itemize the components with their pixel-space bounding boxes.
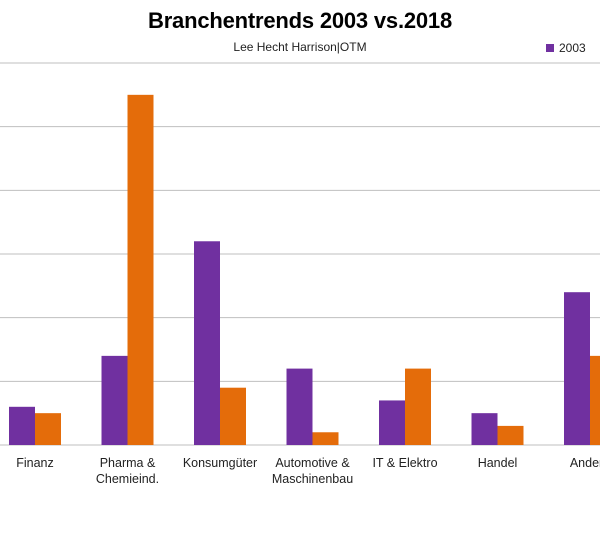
category-label: Handel (478, 456, 518, 470)
bar-2018-3 (312, 432, 339, 445)
bar-2018-0 (35, 413, 61, 445)
category-label: Automotive & Maschinenbau (272, 456, 353, 486)
bar-2018-4 (405, 368, 431, 445)
legend-label-2003: 2003 (559, 41, 586, 55)
bar-2018-1 (127, 94, 154, 445)
chart-title: Branchentrends 2003 vs.2018 (148, 8, 452, 33)
category-label: Finanz (16, 456, 54, 470)
category-label: Andere (570, 456, 600, 470)
bar-2003-3 (286, 368, 313, 445)
legend-swatch-2003 (546, 44, 554, 52)
category-label: IT & Elektro (372, 456, 437, 470)
bar-2018-5 (497, 425, 524, 445)
category-label: Pharma & Chemieind. (96, 456, 159, 486)
bar-2003-5 (471, 413, 498, 445)
bar-2003-0 (9, 406, 35, 445)
bar-2003-6 (564, 292, 590, 445)
bar-2003-1 (101, 355, 128, 445)
bar-2018-6 (590, 355, 600, 445)
bar-2003-4 (379, 400, 405, 445)
category-label: Konsumgüter (183, 456, 257, 470)
chart-subtitle: Lee Hecht Harrison|OTM (233, 40, 367, 54)
bar-2018-2 (220, 387, 246, 445)
bar-2003-2 (194, 241, 220, 445)
